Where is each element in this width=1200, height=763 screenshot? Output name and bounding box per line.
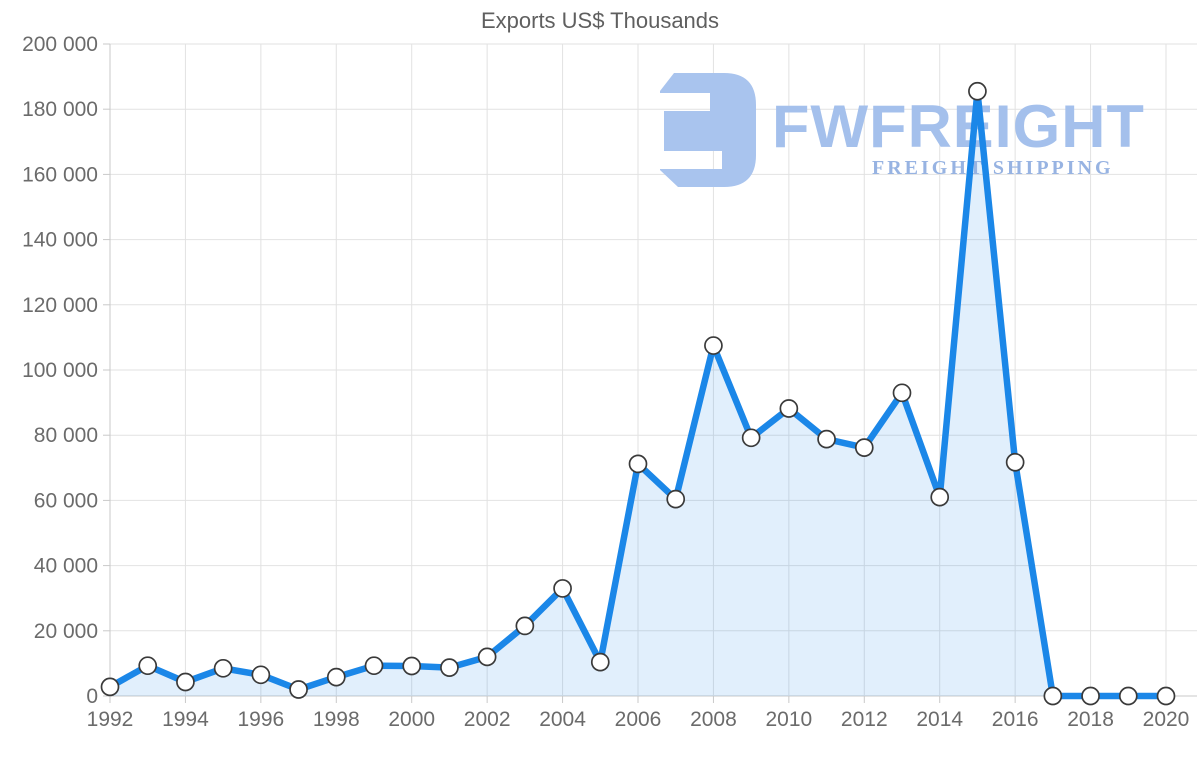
x-tick-label: 1998	[313, 708, 360, 731]
y-tick-label: 160 000	[22, 163, 98, 186]
x-tick-label: 2014	[916, 708, 963, 731]
data-point-2002[interactable]	[477, 647, 497, 667]
exports-area-fill	[110, 91, 1166, 696]
y-tick-label: 140 000	[22, 229, 98, 252]
data-point-1995[interactable]	[213, 658, 233, 678]
chart-title: Exports US$ Thousands	[480, 8, 720, 33]
data-point-2019[interactable]	[1118, 686, 1138, 706]
y-tick-label: 0	[86, 685, 98, 708]
data-point-2018[interactable]	[1081, 686, 1100, 706]
x-tick-label: 2002	[464, 708, 511, 731]
data-point-1998[interactable]	[326, 667, 346, 687]
y-tick-label: 200 000	[22, 33, 98, 56]
data-point-2006[interactable]	[628, 454, 648, 474]
x-tick-label: 2000	[388, 708, 435, 731]
data-point-2001[interactable]	[440, 658, 459, 677]
data-point-2015[interactable]	[968, 81, 987, 101]
data-point-2012[interactable]	[854, 438, 874, 457]
data-point-2011[interactable]	[817, 429, 836, 449]
data-point-2016[interactable]	[1005, 452, 1025, 472]
data-point-1999[interactable]	[364, 656, 384, 676]
x-tick-label: 1994	[162, 708, 209, 731]
y-tick-label: 20 000	[34, 620, 98, 643]
y-tick-label: 60 000	[34, 489, 98, 512]
exports-line	[106, 88, 1170, 700]
data-point-2000[interactable]	[402, 656, 422, 676]
data-point-2014[interactable]	[930, 487, 950, 507]
data-point-2017[interactable]	[1043, 686, 1063, 706]
y-tick-label: 120 000	[22, 294, 98, 317]
data-point-2004[interactable]	[553, 579, 572, 598]
y-tick-label: 180 000	[22, 98, 98, 121]
x-tick-label: 2018	[1067, 708, 1114, 731]
data-point-1992[interactable]	[100, 677, 120, 697]
x-tick-label: 2008	[690, 708, 737, 731]
x-tick-label: 2020	[1143, 708, 1190, 731]
data-point-1997[interactable]	[289, 680, 308, 699]
y-tick-label: 40 000	[34, 555, 98, 578]
data-point-1996[interactable]	[251, 665, 271, 685]
data-point-1994[interactable]	[176, 672, 195, 692]
data-point-2009[interactable]	[741, 428, 761, 448]
data-point-2005[interactable]	[590, 652, 610, 672]
x-tick-label: 2012	[841, 708, 888, 731]
y-tick-label: 80 000	[34, 424, 98, 447]
data-point-2013[interactable]	[892, 383, 912, 403]
x-tick-label: 1996	[237, 708, 284, 731]
data-point-2010[interactable]	[779, 399, 799, 418]
y-tick-label: 100 000	[22, 359, 98, 382]
x-tick-label: 1992	[87, 708, 134, 731]
data-point-2008[interactable]	[704, 336, 723, 355]
x-tick-label: 2010	[765, 708, 812, 731]
x-tick-label: 2016	[992, 708, 1039, 731]
data-point-2003[interactable]	[515, 616, 535, 636]
data-point-2020[interactable]	[1156, 686, 1176, 706]
x-tick-label: 2006	[615, 708, 662, 731]
data-point-2007[interactable]	[666, 489, 686, 509]
data-point-1993[interactable]	[138, 656, 158, 676]
x-tick-label: 2004	[539, 708, 586, 731]
